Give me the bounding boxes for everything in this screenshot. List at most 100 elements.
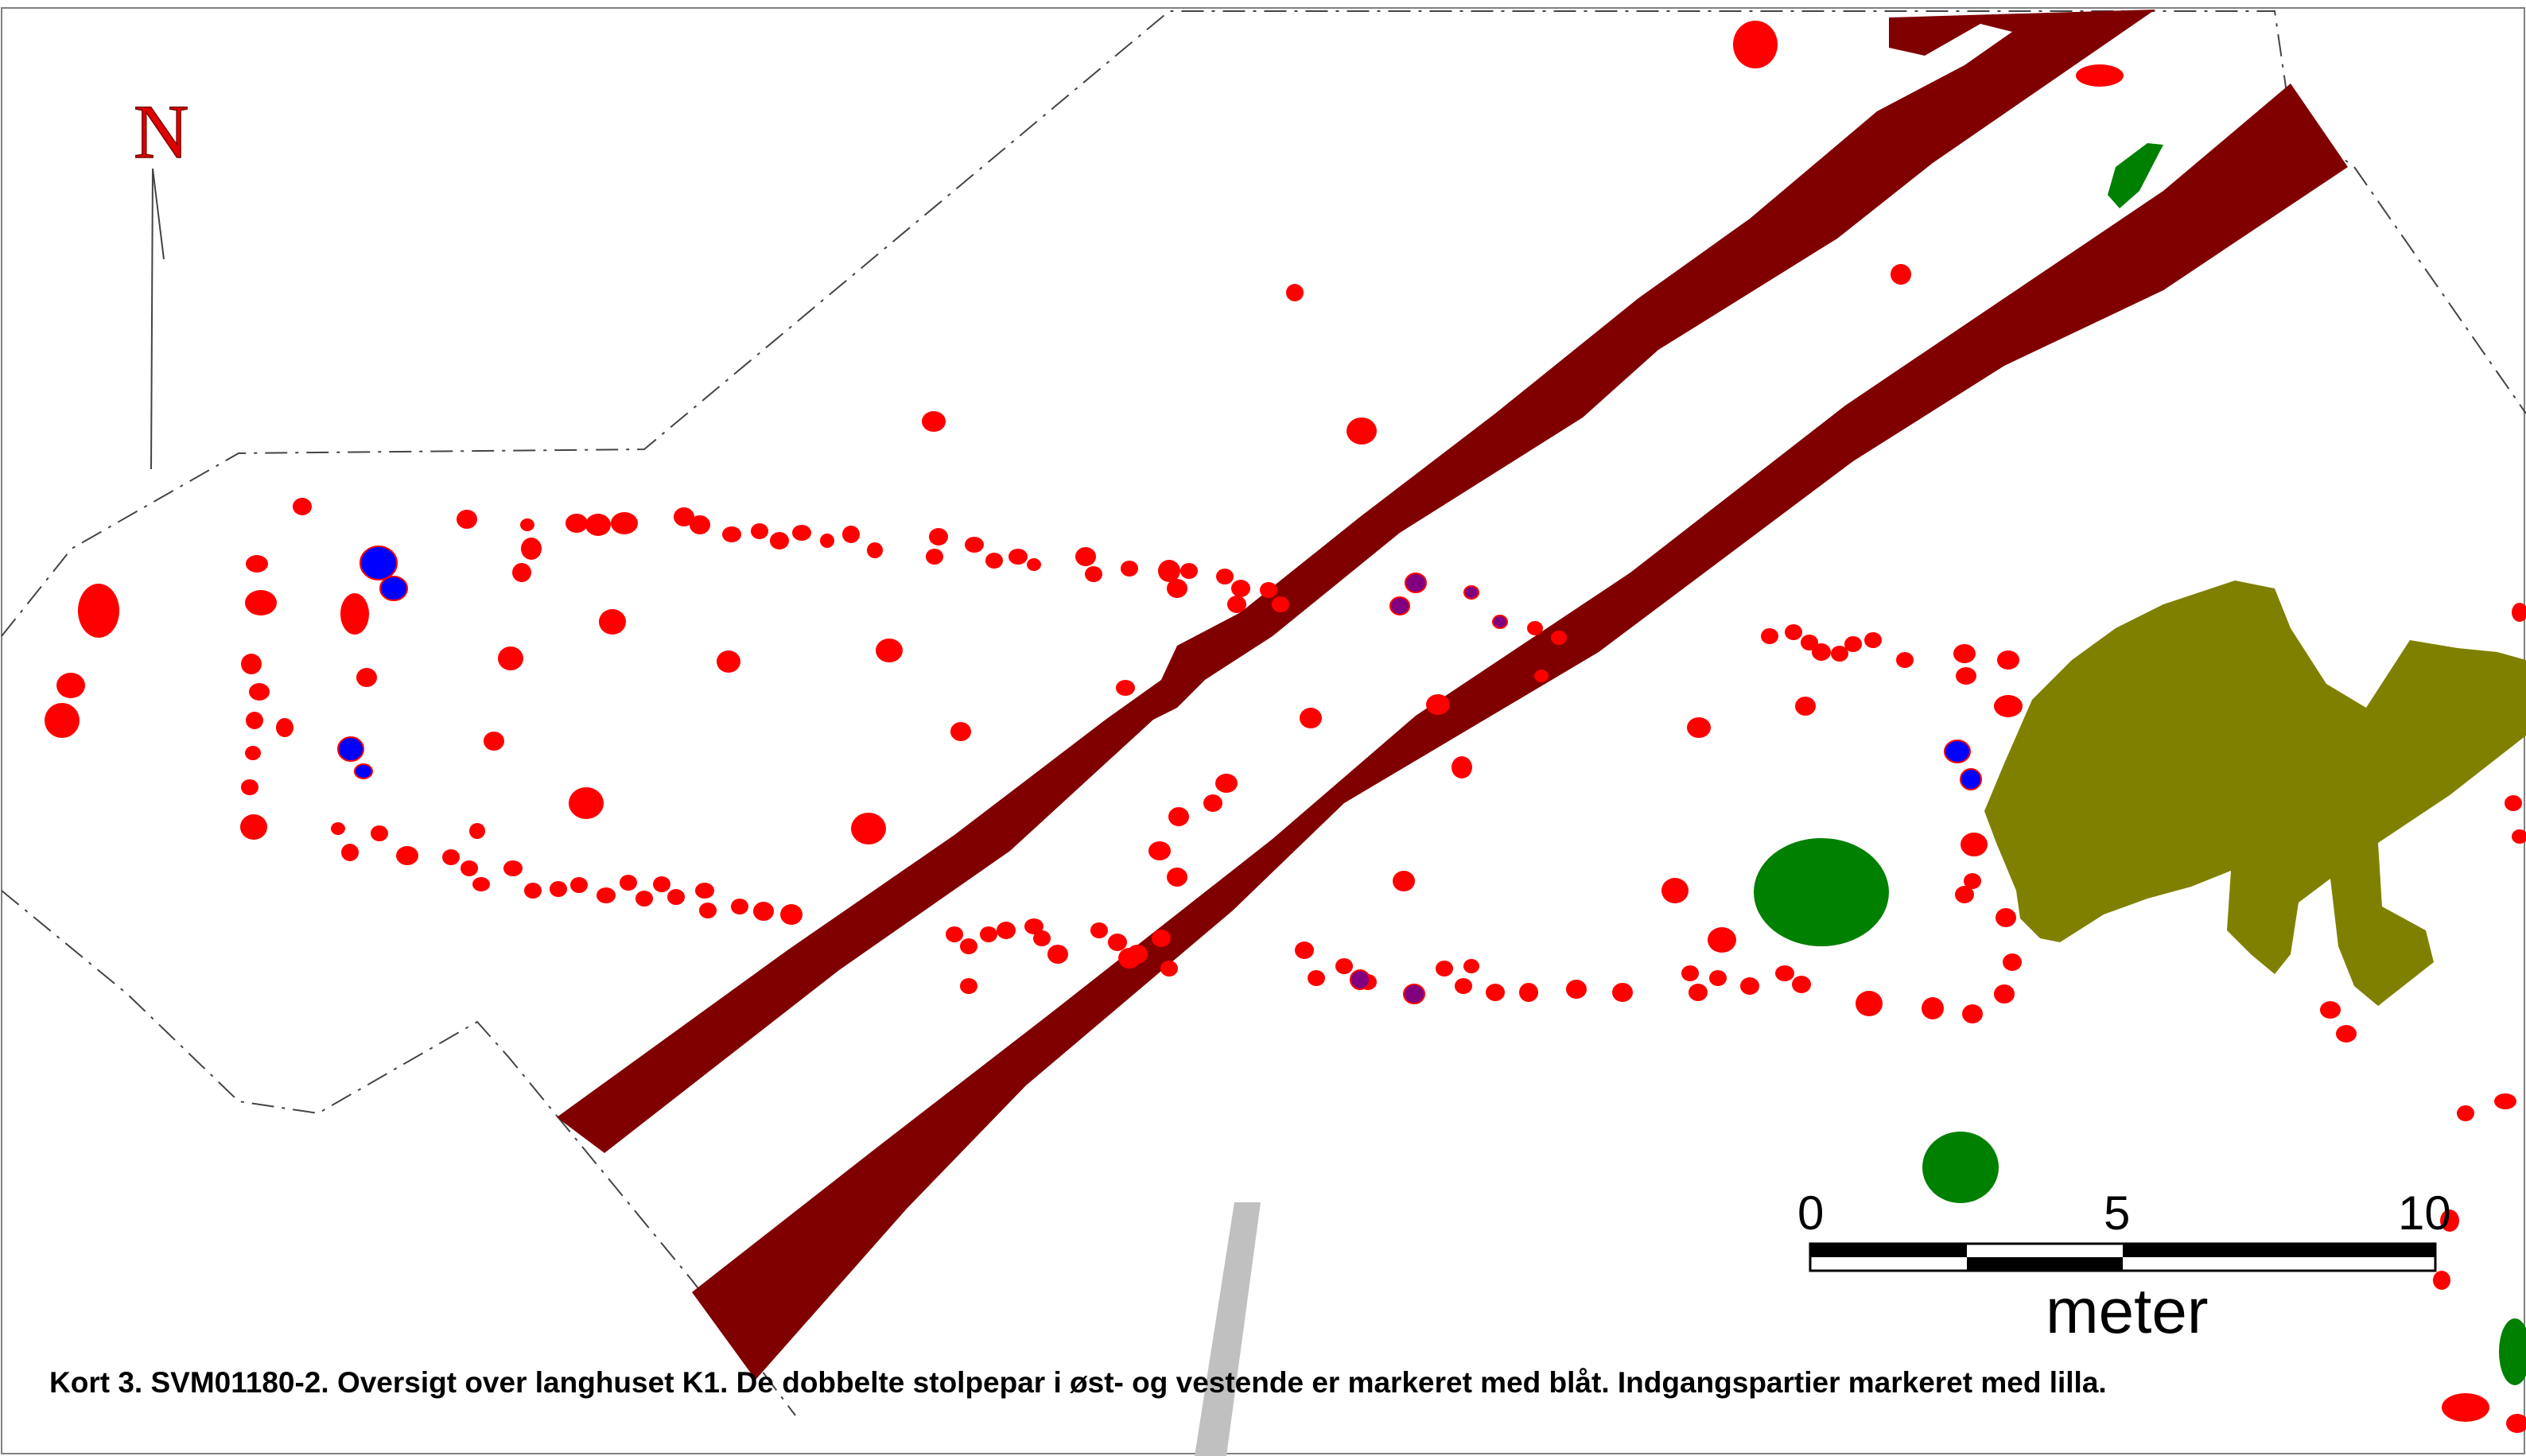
posthole bbox=[2433, 1271, 2450, 1290]
posthole bbox=[946, 926, 963, 942]
posthole bbox=[1027, 558, 1041, 571]
grey-strip bbox=[1195, 1202, 1261, 1456]
posthole bbox=[1308, 970, 1325, 986]
posthole bbox=[1426, 694, 1450, 715]
posthole bbox=[2442, 1393, 2489, 1422]
blue-post bbox=[1944, 740, 1971, 763]
posthole bbox=[1168, 807, 1189, 826]
posthole bbox=[442, 849, 460, 865]
posthole bbox=[1160, 961, 1178, 976]
posthole bbox=[929, 528, 948, 546]
posthole bbox=[1436, 961, 1453, 976]
posthole bbox=[722, 526, 741, 542]
posthole bbox=[1551, 631, 1567, 645]
posthole bbox=[950, 722, 971, 741]
posthole bbox=[780, 904, 802, 925]
posthole bbox=[751, 523, 768, 539]
posthole bbox=[1272, 596, 1289, 612]
posthole bbox=[1964, 873, 1981, 889]
posthole bbox=[1795, 697, 1816, 716]
posthole bbox=[960, 978, 977, 994]
posthole bbox=[922, 411, 946, 432]
posthole bbox=[1167, 579, 1187, 598]
scale-unit: meter bbox=[2046, 1275, 2209, 1346]
purple-post bbox=[1492, 615, 1508, 629]
posthole bbox=[1801, 635, 1818, 650]
posthole bbox=[461, 860, 478, 876]
posthole bbox=[1534, 670, 1549, 682]
posthole bbox=[980, 926, 997, 942]
green-features bbox=[1754, 143, 2526, 1385]
posthole bbox=[876, 639, 903, 662]
north-letter: N bbox=[134, 89, 188, 174]
posthole bbox=[611, 512, 638, 534]
posthole bbox=[245, 746, 261, 760]
posthole bbox=[926, 549, 943, 565]
posthole bbox=[1997, 650, 2019, 670]
posthole bbox=[695, 883, 714, 899]
green-pit-upper bbox=[2108, 143, 2163, 208]
posthole bbox=[2003, 953, 2022, 971]
posthole bbox=[2512, 829, 2526, 844]
posthole bbox=[635, 891, 653, 907]
posthole bbox=[45, 703, 80, 738]
posthole bbox=[1996, 908, 2016, 927]
posthole bbox=[620, 875, 637, 891]
posthole bbox=[1075, 547, 1096, 566]
posthole bbox=[1864, 632, 1882, 648]
posthole bbox=[960, 938, 977, 954]
posthole bbox=[667, 889, 685, 905]
posthole bbox=[246, 712, 263, 729]
posthole bbox=[565, 514, 588, 533]
posthole bbox=[1116, 680, 1135, 696]
posthole bbox=[569, 787, 604, 819]
posthole bbox=[1090, 922, 1108, 938]
posthole bbox=[1612, 983, 1633, 1002]
posthole bbox=[1775, 965, 1794, 981]
posthole bbox=[2494, 1093, 2516, 1109]
posthole bbox=[1994, 695, 2023, 717]
posthole bbox=[331, 822, 345, 835]
olive-pit bbox=[1984, 580, 2526, 1006]
blue-post bbox=[1960, 768, 1982, 790]
posthole bbox=[1689, 984, 1708, 1001]
purple-post bbox=[1405, 573, 1427, 593]
posthole bbox=[240, 814, 267, 840]
posthole bbox=[1463, 959, 1479, 973]
scale-label-0: 0 bbox=[1797, 1186, 1824, 1240]
posthole bbox=[597, 887, 616, 903]
posthole bbox=[1335, 958, 1353, 974]
posthole bbox=[1896, 652, 1914, 668]
purple-post bbox=[1350, 969, 1370, 990]
posthole bbox=[1519, 983, 1538, 1002]
scale-label-5: 5 bbox=[2104, 1186, 2130, 1240]
posthole bbox=[792, 525, 811, 541]
purple-post bbox=[1463, 585, 1479, 600]
posthole bbox=[867, 542, 883, 558]
posthole bbox=[1008, 549, 1028, 565]
posthole bbox=[1260, 582, 1277, 598]
green-pit-large bbox=[1754, 838, 1889, 946]
posthole bbox=[585, 514, 611, 536]
posthole bbox=[2336, 1025, 2357, 1042]
posthole bbox=[1180, 563, 1198, 579]
posthole bbox=[1300, 708, 1322, 728]
purple-post bbox=[1403, 984, 1425, 1004]
north-arrow: N bbox=[133, 88, 189, 470]
posthole bbox=[396, 846, 418, 865]
posthole bbox=[1953, 644, 1976, 663]
posthole bbox=[653, 876, 670, 892]
posthole bbox=[1152, 930, 1171, 947]
posthole bbox=[1709, 970, 1727, 986]
green-pit-lower bbox=[1922, 1132, 1999, 1203]
posthole bbox=[851, 813, 886, 844]
posthole bbox=[457, 510, 477, 529]
posthole bbox=[356, 668, 377, 687]
posthole bbox=[1024, 918, 1043, 934]
posthole bbox=[249, 683, 270, 701]
posthole bbox=[2457, 1105, 2474, 1121]
posthole bbox=[820, 534, 834, 548]
posthole bbox=[293, 498, 312, 515]
posthole bbox=[997, 922, 1016, 939]
